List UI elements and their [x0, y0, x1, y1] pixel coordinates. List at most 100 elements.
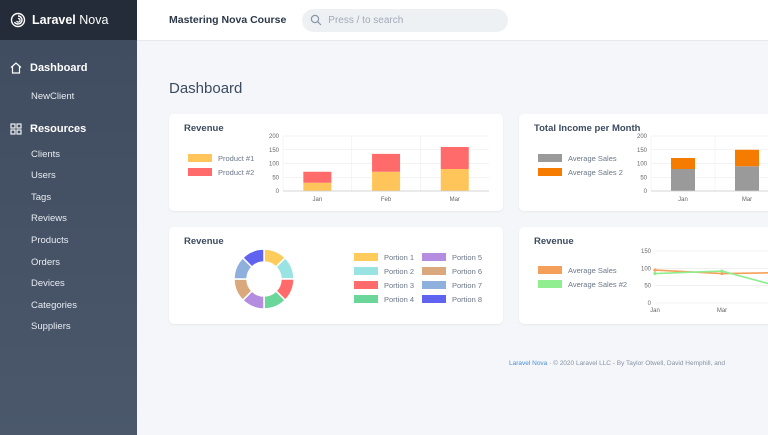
- income-bar-chart: 0 50 100 150 200 Jan Mar: [637, 134, 768, 203]
- bar: [440, 169, 469, 191]
- legend-item: Average Sales: [538, 151, 623, 165]
- legend-swatch: [538, 168, 562, 176]
- legend-label: Average Sales: [568, 265, 617, 275]
- legend-swatch: [354, 295, 378, 303]
- x-tick-label: Mar: [742, 197, 752, 203]
- y-tick-label: 50: [640, 175, 647, 181]
- legend-label: Product #1: [218, 153, 255, 163]
- nav-item-clients[interactable]: Clients: [31, 148, 61, 160]
- nav-item-suppliers[interactable]: Suppliers: [31, 321, 71, 333]
- legend-label: Portion 5: [452, 252, 483, 262]
- legend-swatch: [538, 266, 562, 274]
- data-point: [720, 271, 724, 276]
- nav-item-products[interactable]: Products: [31, 234, 69, 246]
- legend-item: Average Sales 2: [538, 165, 623, 179]
- nav-resources: Resources: [0, 119, 137, 139]
- data-point: [720, 269, 724, 273]
- y-tick-label: 0: [644, 189, 648, 195]
- legend-label: Portion 2: [384, 266, 415, 276]
- legend-label: Portion 6: [452, 266, 483, 276]
- legend-swatch: [422, 281, 446, 289]
- chart-legend: Product #1 Product #2: [188, 151, 254, 179]
- legend-item: Average Sales: [538, 263, 627, 277]
- resource-list: Clients Users Tags Reviews Products Orde…: [0, 144, 137, 338]
- revenue-line-card: Revenue Average Sales Average Sales #2 0…: [519, 227, 768, 324]
- card-title: Revenue: [184, 123, 224, 134]
- card-title: Revenue: [184, 236, 224, 247]
- legend-label: Portion 7: [452, 280, 483, 290]
- donut-legend: Portion 1 Portion 2 Portion 3 Portion 4 Port…: [354, 250, 490, 306]
- legend-swatch: [354, 281, 378, 289]
- legend-swatch: [538, 280, 562, 288]
- brand[interactable]: Laravel Nova: [0, 0, 137, 40]
- bar: [671, 169, 695, 191]
- y-tick-label: 100: [269, 162, 280, 168]
- brand-rest: Nova: [75, 13, 109, 27]
- nav-resources-label: Resources: [30, 122, 87, 135]
- x-tick-label: Jan: [313, 197, 323, 203]
- footer: Laravel Nova · © 2020 Laravel LLC - By T…: [509, 360, 725, 367]
- card-title: Revenue: [534, 236, 574, 247]
- nav-item-devices[interactable]: Devices: [31, 278, 65, 290]
- x-tick-label: Jan: [678, 197, 688, 203]
- nav-item-newclient[interactable]: NewClient: [31, 91, 75, 102]
- search-box[interactable]: [302, 8, 509, 32]
- course-title[interactable]: Mastering Nova Course: [169, 14, 287, 26]
- search-input[interactable]: [328, 14, 489, 26]
- page-title: Dashboard: [169, 80, 243, 97]
- card-title: Total Income per Month: [534, 123, 641, 134]
- bar: [735, 166, 759, 191]
- y-tick-label: 100: [641, 266, 652, 272]
- sidebar: Laravel Nova Dashboard NewClient Resourc…: [0, 0, 137, 435]
- search-icon: [311, 14, 322, 26]
- income-card: Total Income per Month Average Sales Ave…: [519, 114, 768, 211]
- legend-label: Portion 1: [384, 252, 415, 262]
- x-tick-label: Mar: [717, 308, 727, 314]
- footer-link[interactable]: Laravel Nova: [509, 360, 548, 367]
- top-header: Mastering Nova Course: [137, 0, 768, 41]
- x-tick-label: Jan: [650, 308, 660, 314]
- legend-label: Portion 8: [452, 294, 483, 304]
- legend-item: Product #2: [188, 165, 254, 179]
- home-icon: [10, 62, 22, 74]
- legend-item: Portion 3: [354, 278, 422, 292]
- legend-item: Portion 5: [422, 250, 490, 264]
- legend-item: Portion 6: [422, 264, 490, 278]
- grid-icon: [10, 123, 22, 135]
- nova-logo-icon: [10, 12, 26, 28]
- legend-label: Portion 3: [384, 280, 415, 290]
- nav-item-reviews[interactable]: Reviews: [31, 213, 67, 225]
- y-tick-label: 0: [276, 189, 280, 195]
- legend-swatch: [422, 253, 446, 261]
- bar: [735, 149, 759, 167]
- revenue-line-chart: 0 50 100 150 Jan Mar: [641, 249, 768, 314]
- y-tick-label: 150: [641, 249, 652, 255]
- nav-dashboard[interactable]: Dashboard: [0, 58, 137, 78]
- legend-swatch: [188, 168, 212, 176]
- nav-item-users[interactable]: Users: [31, 170, 56, 182]
- legend-label: Average Sales #2: [568, 279, 628, 289]
- nav-item-tags[interactable]: Tags: [31, 191, 52, 203]
- data-point: [653, 271, 657, 276]
- y-tick-label: 50: [644, 284, 651, 290]
- brand-name: Laravel Nova: [32, 13, 108, 27]
- donut-slice: [241, 248, 265, 269]
- legend-swatch: [422, 267, 446, 275]
- revenue-donut-card: Revenue Portion 1 Portion 2 Portion 3 Porti…: [169, 227, 503, 324]
- nav-item-categories[interactable]: Categories: [31, 299, 77, 311]
- legend-item: Average Sales #2: [538, 277, 627, 291]
- revenue-bar-card: Revenue Product #1 Product #2 0 50 100 150 2…: [169, 114, 503, 211]
- y-tick-label: 200: [269, 134, 280, 140]
- legend-label: Average Sales: [568, 153, 617, 163]
- footer-text: © 2020 Laravel LLC - By Taylor Otwell, D…: [553, 360, 726, 367]
- nav-item-orders[interactable]: Orders: [31, 256, 61, 268]
- chart-legend: Average Sales Average Sales #2: [538, 263, 627, 291]
- x-tick-label: Mar: [450, 197, 460, 203]
- legend-label: Portion 4: [384, 294, 415, 304]
- y-tick-label: 100: [637, 162, 648, 168]
- brand-bold: Laravel: [32, 13, 76, 27]
- bar: [303, 182, 332, 191]
- bar: [440, 147, 469, 169]
- bar: [671, 158, 695, 169]
- y-tick-label: 200: [637, 134, 648, 140]
